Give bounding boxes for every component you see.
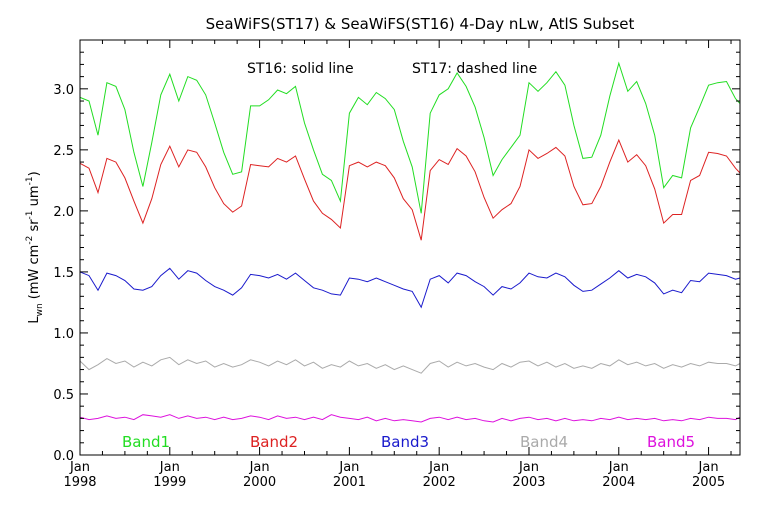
x-tick-month-label: Jan [338,460,359,475]
y-tick-label: 2.0 [53,205,74,220]
y-tick-label: 0.0 [53,449,74,464]
legend-label-band3: Band3 [381,433,429,451]
x-tick-month-label: Jan [69,460,90,475]
legend-label-band1: Band1 [122,433,170,451]
x-tick-year-label: 2001 [333,475,366,490]
y-tick-label: 1.5 [53,266,74,281]
x-tick-year-label: 2003 [512,475,545,490]
series-lines [79,61,741,423]
series-line-band1 [79,61,741,214]
x-tick-month-label: Jan [608,460,629,475]
x-tick-year-label: 1998 [63,475,96,490]
y-tick-label: 0.5 [53,388,74,403]
y-tick-label: 3.0 [53,83,74,98]
series-line-band4 [79,356,741,374]
chart-title: SeaWiFS(ST17) & SeaWiFS(ST16) 4-Day nLw,… [206,15,635,33]
x-tick-month-label: Jan [428,460,449,475]
x-tick-month-label: Jan [698,460,719,475]
x-tick-year-label: 1999 [153,475,186,490]
x-tick-year-label: 2004 [602,475,635,490]
x-tick-month-label: Jan [249,460,270,475]
series-line-band5 [79,414,741,423]
x-tick-year-label: 2002 [423,475,456,490]
annotation-st17: ST17: dashed line [412,61,537,77]
annotation-st16: ST16: solid line [247,61,354,77]
series-line-band2 [79,138,741,241]
legend: Band1 Band2 Band3 Band4 Band5 [122,433,695,451]
plot-frame [79,39,741,456]
x-tick-month-label: Jan [518,460,539,475]
y-axis-label: Lwn (mW cm-2 sr-1 um-1) [25,171,45,323]
x-tick-year-label: 2000 [243,475,276,490]
x-tick-month-label: Jan [159,460,180,475]
legend-label-band2: Band2 [250,433,298,451]
legend-label-band4: Band4 [520,433,568,451]
x-axis-ticks: Jan1998Jan1999Jan2000Jan2001Jan2002Jan20… [63,40,732,490]
x-tick-year-label: 2005 [692,475,725,490]
legend-label-band5: Band5 [647,433,695,451]
y-tick-label: 1.0 [53,327,74,342]
y-axis-ticks: 0.0 0.5 1.0 1.5 2.0 2.5 3.0 [53,39,740,464]
y-tick-label: 2.5 [53,144,74,159]
series-line-band3 [79,267,741,309]
